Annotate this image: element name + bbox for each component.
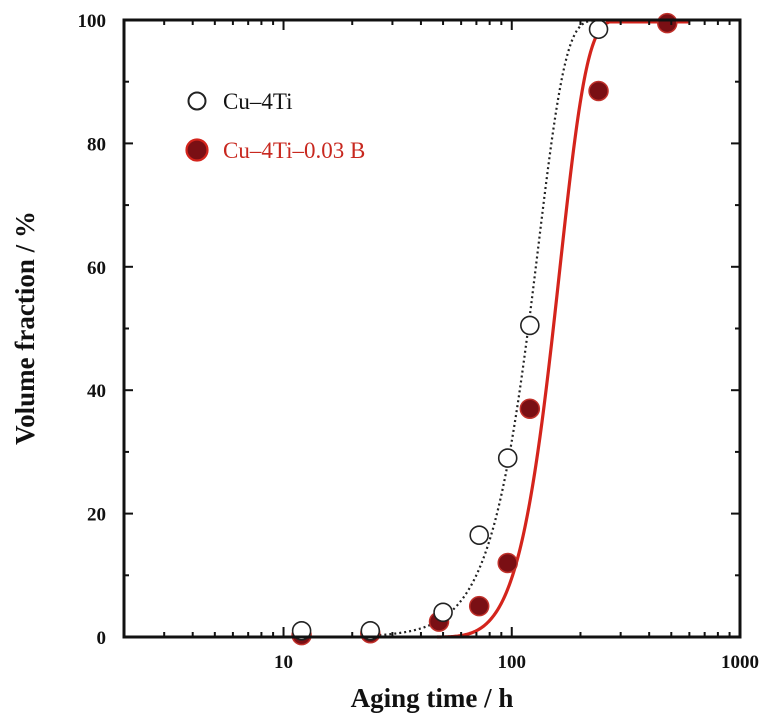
- data-point-cu-4ti-0.03b: [468, 595, 490, 617]
- axis-ticks: [123, 19, 741, 638]
- legend-label-cu-4ti-0.03b: Cu–4Ti–0.03 B: [223, 138, 365, 163]
- fit-line-cu-4ti-0.03b: [436, 20, 690, 639]
- data-point-cu-4ti-0.03b: [656, 12, 678, 34]
- axis-tick-labels: 0 20 40 60 80 100 10 100 1000: [78, 11, 760, 673]
- legend-marker-cu-4ti-0.03b: [185, 138, 209, 162]
- x-tick-label: 100: [498, 652, 527, 673]
- x-tick-label: 10: [274, 652, 293, 673]
- fit-curves: [374, 18, 690, 639]
- y-tick-label: 40: [87, 381, 106, 402]
- x-axis-title: Aging time / h: [351, 683, 514, 713]
- data-point-cu-4ti-0.03b: [497, 552, 518, 574]
- fit-line-cu-4ti: [374, 18, 603, 637]
- y-tick-label: 20: [87, 505, 106, 526]
- y-tick-label: 100: [78, 11, 107, 32]
- x-tick-label: 1000: [721, 652, 759, 673]
- legend-marker-cu-4ti: [187, 91, 207, 111]
- data-point-cu-4ti-0.03b: [519, 398, 541, 419]
- y-axis-title: Volume fraction / %: [10, 211, 40, 445]
- data-points: [291, 12, 678, 646]
- data-point-cu-4ti: [497, 448, 518, 468]
- legend: Cu–4Ti Cu–4Ti–0.03 B: [185, 89, 365, 163]
- data-point-cu-4ti: [433, 602, 453, 623]
- y-tick-label: 80: [87, 134, 106, 155]
- data-point-cu-4ti: [469, 525, 490, 545]
- data-point-cu-4ti: [520, 315, 540, 336]
- data-point-cu-4ti: [360, 621, 381, 641]
- y-tick-label: 60: [87, 258, 106, 279]
- data-point-cu-4ti-0.03b: [588, 80, 609, 102]
- plot-frame: [122, 18, 742, 639]
- y-tick-label: 0: [97, 628, 107, 649]
- data-point-cu-4ti: [588, 19, 609, 40]
- legend-label-cu-4ti: Cu–4Ti: [223, 89, 292, 114]
- data-point-cu-4ti: [291, 621, 312, 641]
